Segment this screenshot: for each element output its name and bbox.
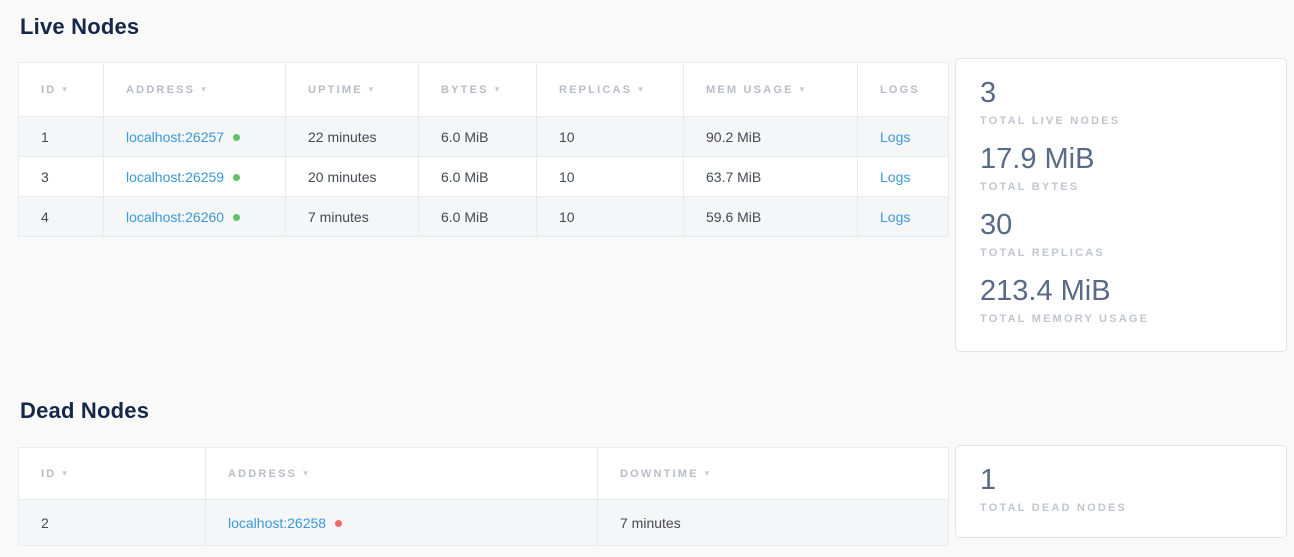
cell-address: localhost:26259 <box>103 156 286 197</box>
sort-arrow-icon: ▾ <box>368 83 376 94</box>
node-dead-icon <box>335 519 343 527</box>
cell-bytes: 6.0 MiB <box>418 196 537 237</box>
cell-bytes: 6.0 MiB <box>418 116 537 157</box>
sort-arrow-icon: ▾ <box>62 467 70 478</box>
live-table-header-row: ID ▾ ADDRESS ▾ UPTIME ▾ BYTES ▾ REPLICAS ▾ ME… <box>18 62 949 117</box>
cell-uptime: 22 minutes <box>285 116 419 157</box>
summary-stat: 17.9 MiB TOTAL BYTES <box>980 141 1262 194</box>
stat-value: 30 <box>980 209 1013 241</box>
dead-table-header-row: ID ▾ ADDRESS ▾ DOWNTIME ▾ <box>18 447 949 500</box>
cell-mem-usage: 63.7 MiB <box>683 156 858 197</box>
col-header-logs: LOGS <box>857 62 949 117</box>
stat-label: TOTAL REPLICAS <box>980 247 1105 259</box>
stat-value: 3 <box>980 77 997 109</box>
stat-value: 213.4 MiB <box>980 275 1111 307</box>
dead-nodes-summary-card: 1 TOTAL DEAD NODES <box>955 445 1287 538</box>
cell-logs: Logs <box>857 196 949 237</box>
live-nodes-title: Live Nodes <box>20 14 140 39</box>
live-nodes-table: ID ▾ ADDRESS ▾ UPTIME ▾ BYTES ▾ REPLICAS ▾ ME… <box>18 62 949 237</box>
stat-label: TOTAL DEAD NODES <box>980 502 1128 514</box>
col-header-address[interactable]: ADDRESS ▾ <box>103 62 286 117</box>
col-header-address[interactable]: ADDRESS ▾ <box>205 447 598 500</box>
node-live-icon <box>233 213 241 221</box>
node-live-icon <box>233 133 241 141</box>
col-header-mem-usage[interactable]: MEM USAGE ▾ <box>683 62 858 117</box>
cell-replicas: 10 <box>536 196 684 237</box>
cell-uptime: 7 minutes <box>285 196 419 237</box>
stat-value: 17.9 MiB <box>980 143 1095 175</box>
sort-arrow-icon: ▾ <box>638 83 645 94</box>
stat-label: TOTAL MEMORY USAGE <box>980 313 1150 325</box>
col-header-label: ADDRESS <box>228 467 298 480</box>
cell-mem-usage: 59.6 MiB <box>683 196 858 237</box>
summary-stat: 213.4 MiB TOTAL MEMORY USAGE <box>980 273 1262 326</box>
sort-arrow-icon: ▾ <box>62 83 70 94</box>
col-header-label: UPTIME <box>308 83 363 96</box>
cell-address: localhost:26257 <box>103 116 286 157</box>
node-live-icon <box>233 173 241 181</box>
cell-uptime: 20 minutes <box>285 156 419 197</box>
col-header-label: ADDRESS <box>126 83 196 96</box>
stat-value: 1 <box>980 464 997 496</box>
dead-nodes-title: Dead Nodes <box>20 398 150 423</box>
col-header-label: BYTES <box>441 83 489 96</box>
col-header-bytes[interactable]: BYTES ▾ <box>418 62 537 117</box>
live-nodes-summary-card: 3 TOTAL LIVE NODES 17.9 MiB TOTAL BYTES … <box>955 58 1287 352</box>
col-header-id[interactable]: ID ▾ <box>18 447 206 500</box>
col-header-label: LOGS <box>880 83 920 96</box>
logs-link[interactable]: Logs <box>880 168 911 185</box>
cell-replicas: 10 <box>536 116 684 157</box>
col-header-label: MEM USAGE <box>706 83 794 96</box>
cell-address: localhost:26258 <box>205 499 598 546</box>
col-header-id[interactable]: ID ▾ <box>18 62 104 117</box>
cell-node-id: 1 <box>18 116 104 157</box>
summary-stat: 30 TOTAL REPLICAS <box>980 207 1262 260</box>
stat-label: TOTAL BYTES <box>980 181 1080 193</box>
sort-arrow-icon: ▾ <box>704 467 712 478</box>
table-row: 2 localhost:26258 7 minutes <box>18 499 949 546</box>
cell-address: localhost:26260 <box>103 196 286 237</box>
address-link[interactable]: localhost:26259 <box>126 168 225 185</box>
summary-stat: 1 TOTAL DEAD NODES <box>980 462 1262 515</box>
logs-link[interactable]: Logs <box>880 208 911 225</box>
col-header-replicas[interactable]: REPLICAS ▾ <box>536 62 684 117</box>
sort-arrow-icon: ▾ <box>494 83 502 94</box>
address-link[interactable]: localhost:26258 <box>228 514 327 531</box>
table-row: 1 localhost:26257 22 minutes 6.0 MiB 10 … <box>18 116 949 157</box>
cell-logs: Logs <box>857 156 949 197</box>
col-header-label: ID <box>41 83 57 96</box>
table-row: 3 localhost:26259 20 minutes 6.0 MiB 10 … <box>18 156 949 197</box>
col-header-uptime[interactable]: UPTIME ▾ <box>285 62 419 117</box>
address-link[interactable]: localhost:26260 <box>126 208 225 225</box>
cell-replicas: 10 <box>536 156 684 197</box>
col-header-downtime[interactable]: DOWNTIME ▾ <box>597 447 949 500</box>
cell-logs: Logs <box>857 116 949 157</box>
logs-link[interactable]: Logs <box>880 128 911 145</box>
col-header-label: ID <box>41 467 57 480</box>
cell-mem-usage: 90.2 MiB <box>683 116 858 157</box>
table-row: 4 localhost:26260 7 minutes 6.0 MiB 10 5… <box>18 196 949 237</box>
cell-downtime: 7 minutes <box>597 499 949 546</box>
col-header-label: REPLICAS <box>559 83 633 96</box>
address-link[interactable]: localhost:26257 <box>126 128 225 145</box>
cell-node-id: 3 <box>18 156 104 197</box>
col-header-label: DOWNTIME <box>620 467 699 480</box>
dead-nodes-table: ID ▾ ADDRESS ▾ DOWNTIME ▾ 2 localhost:26258… <box>18 447 949 546</box>
sort-arrow-icon: ▾ <box>201 83 208 94</box>
cell-bytes: 6.0 MiB <box>418 156 537 197</box>
summary-stat: 3 TOTAL LIVE NODES <box>980 75 1262 128</box>
sort-arrow-icon: ▾ <box>303 467 310 478</box>
sort-arrow-icon: ▾ <box>799 83 807 94</box>
cell-node-id: 4 <box>18 196 104 237</box>
stat-label: TOTAL LIVE NODES <box>980 115 1121 127</box>
cell-node-id: 2 <box>18 499 206 546</box>
